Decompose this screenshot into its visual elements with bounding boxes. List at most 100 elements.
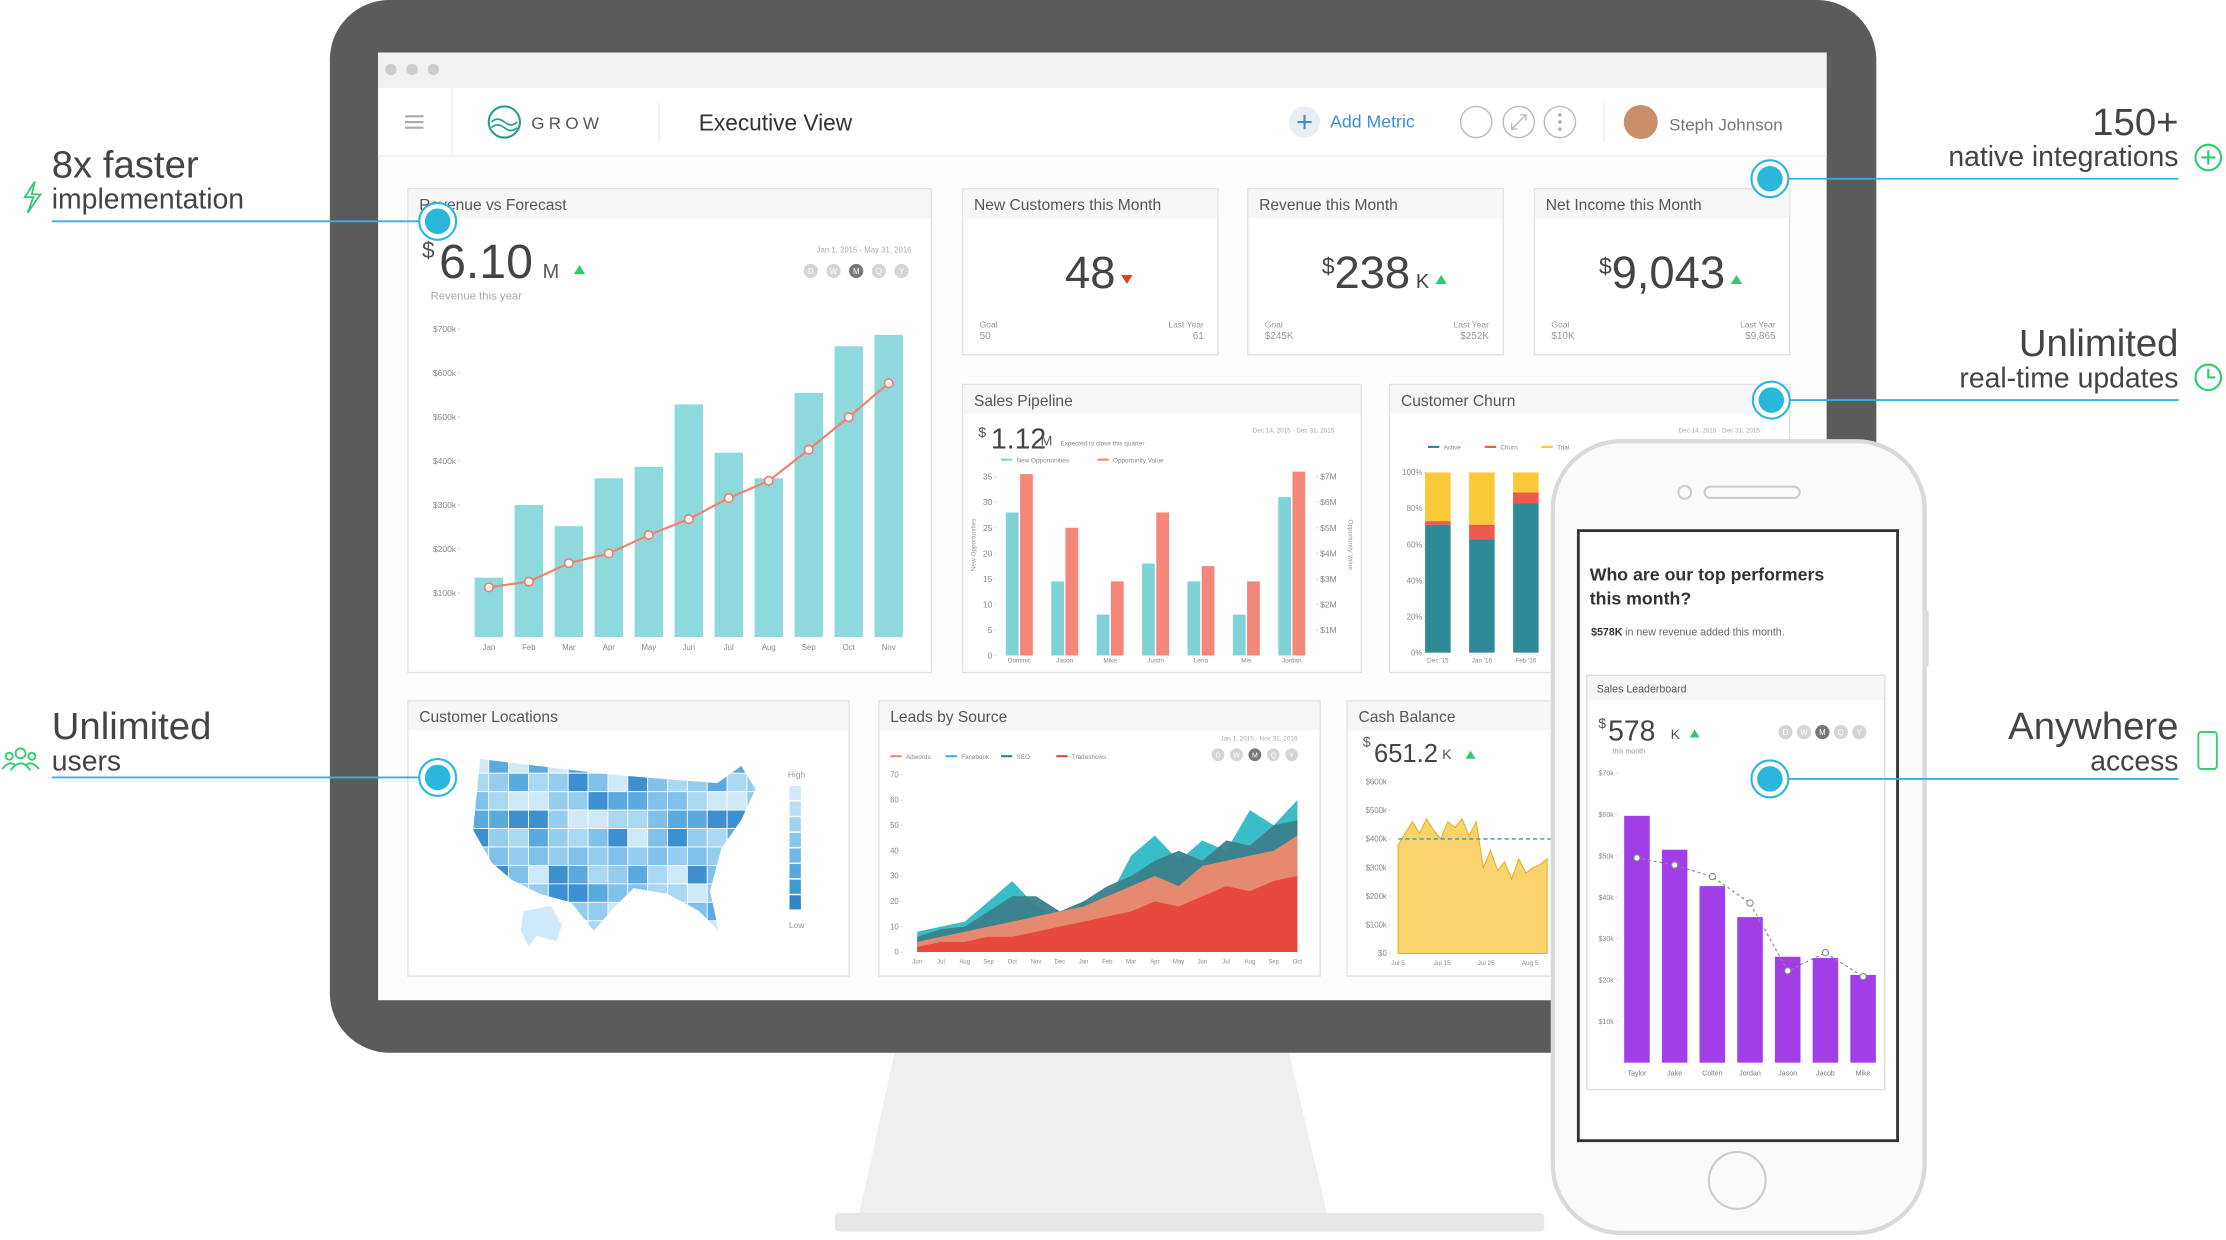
users-icon — [1, 747, 40, 771]
map-state — [607, 772, 629, 793]
y-tick-label: $1M — [1320, 625, 1337, 635]
y-tick-label: $20k — [1598, 976, 1614, 984]
map-state — [488, 809, 510, 829]
value-currency: $ — [1363, 734, 1371, 750]
x-tick-label: Apr — [1150, 959, 1159, 965]
avatar[interactable] — [1623, 104, 1658, 140]
x-tick-label: Jul — [1222, 959, 1230, 965]
y-tick-label: 0 — [988, 650, 993, 660]
period-button[interactable] — [1211, 748, 1225, 762]
map-state — [686, 883, 708, 903]
menu-button[interactable] — [405, 115, 424, 129]
callout-title: Unlimited — [52, 705, 212, 748]
card-title: Sales Pipeline — [974, 393, 1073, 410]
legend-scale — [789, 817, 801, 832]
expand-button[interactable] — [1502, 105, 1536, 139]
y-tick-label: 15 — [983, 574, 993, 584]
map-state — [647, 865, 668, 885]
legend-label: Churn — [1500, 445, 1518, 452]
period-button[interactable] — [826, 263, 841, 279]
line-point — [1633, 854, 1641, 862]
legend-scale — [789, 848, 801, 863]
y-tick-label: $500k — [1366, 806, 1387, 815]
last-year-label: Last Year — [1168, 320, 1204, 330]
legend-label: New Opportunities — [1017, 458, 1069, 465]
period-button[interactable] — [803, 263, 818, 279]
stacked-bar — [1469, 539, 1495, 653]
goal-value: $245K — [1265, 331, 1294, 342]
monitor-stand — [859, 1052, 1328, 1215]
period-button[interactable] — [849, 263, 864, 279]
browser-dot — [427, 63, 440, 76]
line-point — [683, 514, 694, 525]
period-label: Y — [899, 267, 905, 276]
y-tick-label: 0% — [1411, 648, 1422, 657]
browser-dot — [385, 63, 397, 76]
bar — [834, 346, 863, 638]
period-button[interactable] — [1248, 748, 1262, 762]
y-tick-label: 70 — [890, 770, 899, 779]
highlight-value: $578K — [1591, 627, 1623, 639]
map-state — [587, 772, 609, 793]
stacked-bar — [1469, 472, 1495, 525]
stacked-bar — [1469, 524, 1495, 540]
x-tick-label: Jul 5 — [1391, 960, 1405, 967]
page-title: Executive View — [699, 110, 853, 136]
value-currency: $ — [422, 237, 435, 263]
y-tick-label: $600k — [433, 368, 457, 378]
legend-scale — [789, 864, 801, 879]
period-button[interactable] — [871, 263, 886, 279]
map-state — [686, 865, 708, 885]
card-title: Cash Balance — [1358, 709, 1455, 726]
widget-title: Sales Leaderboard — [1597, 683, 1687, 695]
user-name[interactable]: Steph Johnson — [1669, 116, 1783, 135]
y-tick-label: $70k — [1598, 770, 1614, 778]
bar — [1142, 563, 1155, 656]
map-state — [686, 791, 708, 811]
bar — [1051, 581, 1065, 656]
add-plus — [1297, 114, 1312, 130]
period-button[interactable] — [894, 263, 909, 279]
y-tick-label: 40 — [890, 846, 899, 855]
y-tick-label: 20% — [1407, 612, 1423, 621]
browser-dot — [406, 63, 418, 76]
legend-label: Tradeshows — [1072, 754, 1107, 761]
add-metric-button[interactable]: Add Metric — [1288, 106, 1415, 138]
map-state — [587, 809, 609, 829]
more-button[interactable] — [1543, 105, 1577, 139]
period-button[interactable] — [1833, 724, 1848, 740]
y-tick-label: $100k — [433, 588, 457, 598]
x-tick-label: Aug — [762, 643, 776, 652]
period-button[interactable] — [1852, 724, 1867, 740]
period-button[interactable] — [1230, 748, 1243, 762]
callout-subtitle: users — [52, 745, 121, 777]
stacked-bar — [1513, 472, 1539, 493]
callout-subtitle: real-time updates — [1959, 362, 2178, 394]
y-tick-label: $500k — [433, 412, 457, 422]
period-button[interactable] — [1266, 748, 1280, 762]
map-state — [508, 828, 529, 848]
phone-camera — [1677, 484, 1693, 500]
map-state — [647, 809, 668, 829]
plus-icon — [2194, 143, 2223, 172]
map-state — [528, 865, 549, 885]
period-button[interactable] — [1796, 724, 1812, 740]
period-button[interactable] — [1815, 724, 1830, 740]
period-button[interactable] — [1285, 748, 1299, 762]
card-title: Revenue this Month — [1259, 197, 1398, 214]
add-metric-label: Add Metric — [1330, 112, 1415, 132]
logo-text: GROW — [531, 114, 603, 133]
period-label: W — [830, 267, 838, 276]
map-state — [726, 791, 748, 811]
trend-arrow — [1435, 274, 1447, 285]
period-button[interactable] — [1778, 724, 1793, 740]
x-tick-label: Jason — [1056, 658, 1073, 665]
trend-arrow — [1730, 274, 1743, 285]
last-year-value: $252K — [1460, 331, 1489, 342]
goal-label: Goal — [980, 320, 998, 330]
area — [917, 875, 1298, 952]
phone-home-button[interactable] — [1707, 1150, 1767, 1210]
share-button[interactable] — [1459, 105, 1493, 139]
x-tick-label: Sep — [802, 643, 817, 652]
card-title: Customer Churn — [1401, 393, 1515, 410]
